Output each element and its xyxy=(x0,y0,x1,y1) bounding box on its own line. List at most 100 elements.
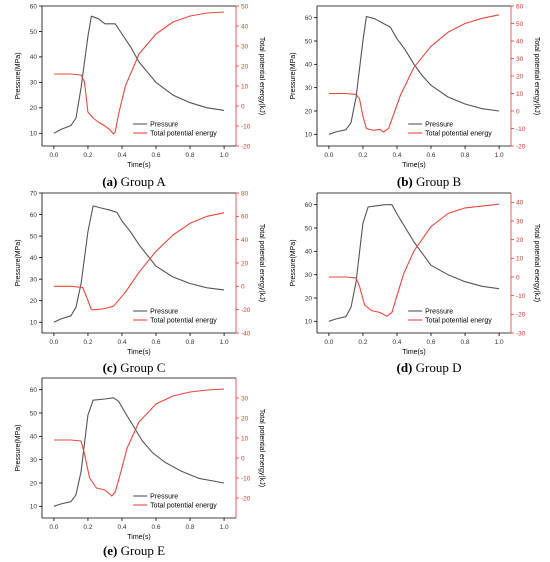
y2-tick-label: 30 xyxy=(241,43,249,50)
y-tick-label: 40 xyxy=(30,255,38,262)
y2-tick-label: 60 xyxy=(516,3,524,10)
y2-tick-label: 10 xyxy=(241,83,249,90)
chart-panel-d: 0.0 0.2 0.4 0.6 0.8 1.0 10 20 30 40 50 60 -30 -20 -10 0… xyxy=(290,192,540,356)
x-tick-label: 0.2 xyxy=(83,152,92,159)
y2-tick-label: 40 xyxy=(241,237,249,244)
y-tick-label: 20 xyxy=(305,108,313,115)
chart-panel-c: 0.0 0.2 0.4 0.6 0.8 1.0 10 20 30 40 50 60 70 -40 -20 0 2… xyxy=(15,190,265,356)
y-tick-label: 10 xyxy=(30,131,38,138)
y-tick-label: 30 xyxy=(30,276,38,283)
pressure-series-line xyxy=(53,397,225,507)
x-tick-label: 0.6 xyxy=(426,339,435,346)
legend-label: Pressure xyxy=(425,308,453,315)
y2-tick-label: -30 xyxy=(516,330,526,337)
y-tick-label: 50 xyxy=(305,225,313,232)
x-tick-label: 0.2 xyxy=(358,339,367,346)
y-tick-label: 30 xyxy=(30,457,38,464)
y2-tick-label: 50 xyxy=(516,21,524,28)
y2-tick-label: 0 xyxy=(516,108,520,115)
caption-label: Group D xyxy=(412,360,462,375)
chart-panel-e: 0.0 0.2 0.4 0.6 0.8 1.0 10 20 30 40 50 60 -20 -10 0 10 2… xyxy=(15,377,265,541)
y2-tick-label: 10 xyxy=(516,256,524,263)
y2-axis-title: Total potential energy(kJ) xyxy=(258,409,265,487)
x-axis-title: Time(s) xyxy=(402,162,425,169)
energy-series-line xyxy=(53,212,225,311)
x-tick-label: 0.8 xyxy=(461,152,470,159)
chart-panel-a: 0.0 0.2 0.4 0.6 0.8 1.0 10 20 30 40 50 60 -20 -10 0 10 2… xyxy=(15,3,265,169)
legend-label: Total potential energy xyxy=(150,502,217,509)
y2-tick-label: 30 xyxy=(241,395,249,402)
y2-tick-label: -20 xyxy=(516,143,526,150)
y2-tick-label: 20 xyxy=(516,73,524,80)
y2-tick-label: 50 xyxy=(241,3,249,10)
y2-tick-label: 60 xyxy=(241,214,249,221)
x-tick-label: 0.0 xyxy=(49,524,58,531)
y-tick-label: 30 xyxy=(305,85,313,92)
y-axis-title: Pressure(MPa) xyxy=(15,52,22,99)
x-tick-label: 0.0 xyxy=(324,152,333,159)
y-tick-label: 10 xyxy=(305,132,313,139)
y-tick-label: 20 xyxy=(30,480,38,487)
caption-letter: (a) xyxy=(102,174,118,189)
y-tick-label: 20 xyxy=(30,105,38,112)
legend-label: Pressure xyxy=(425,121,453,128)
caption-label: Group B xyxy=(412,174,462,189)
caption-label: Group A xyxy=(117,174,166,189)
y-tick-label: 60 xyxy=(30,212,38,219)
pressure-series-line xyxy=(53,205,225,323)
legend-label: Total potential energy xyxy=(425,317,492,324)
y2-tick-label: -10 xyxy=(241,475,251,482)
y-tick-label: 50 xyxy=(305,38,313,45)
caption-b: (b) Group B xyxy=(329,174,529,190)
y-tick-label: 50 xyxy=(30,410,38,417)
y-tick-label: 70 xyxy=(30,190,38,197)
x-tick-label: 0.4 xyxy=(392,152,401,159)
y-tick-label: 10 xyxy=(305,319,313,326)
energy-series-line xyxy=(328,14,500,133)
chart-panel-b: 0.0 0.2 0.4 0.6 0.8 1.0 10 20 30 40 50 60 -20 -10 0 10 2… xyxy=(290,3,540,169)
y2-axis-title: Total potential energy(kJ) xyxy=(533,37,540,115)
y-axis-title: Pressure(MPa) xyxy=(15,424,22,471)
caption-label: Group C xyxy=(117,360,166,375)
caption-d: (d) Group D xyxy=(329,360,529,376)
x-axis-title: Time(s) xyxy=(127,534,150,541)
caption-c: (c) Group C xyxy=(34,360,234,376)
y2-tick-label: -20 xyxy=(241,495,251,502)
pressure-series-line xyxy=(328,204,500,322)
x-tick-label: 0.2 xyxy=(358,152,367,159)
y-axis-title: Pressure(MPa) xyxy=(290,52,297,99)
x-tick-label: 1.0 xyxy=(220,339,229,346)
y-tick-label: 40 xyxy=(30,54,38,61)
pressure-series-line xyxy=(53,15,225,134)
y-tick-label: 50 xyxy=(30,233,38,240)
y2-tick-label: -10 xyxy=(241,123,251,130)
y-axis-title: Pressure(MPa) xyxy=(290,239,297,286)
x-tick-label: 0.4 xyxy=(392,339,401,346)
y-tick-label: 60 xyxy=(30,387,38,394)
legend-label: Pressure xyxy=(150,493,178,500)
y-tick-label: 30 xyxy=(30,80,38,87)
y2-tick-label: -20 xyxy=(516,312,526,319)
y2-tick-label: 0 xyxy=(241,455,245,462)
caption-label: Group E xyxy=(117,543,166,558)
y-tick-label: 60 xyxy=(305,202,313,209)
y2-tick-label: 40 xyxy=(516,200,524,207)
x-axis-title: Time(s) xyxy=(402,349,425,356)
y2-tick-label: -10 xyxy=(516,293,526,300)
y2-tick-label: 20 xyxy=(241,415,249,422)
x-tick-label: 0.0 xyxy=(324,339,333,346)
x-tick-label: 0.0 xyxy=(49,339,58,346)
y2-tick-label: 10 xyxy=(516,91,524,98)
x-tick-label: 1.0 xyxy=(495,152,504,159)
y2-tick-label: -10 xyxy=(516,126,526,133)
y2-tick-label: -40 xyxy=(241,330,251,337)
y2-tick-label: 20 xyxy=(241,63,249,70)
y2-tick-label: 20 xyxy=(516,237,524,244)
x-tick-label: 1.0 xyxy=(220,152,229,159)
x-tick-label: 0.8 xyxy=(461,339,470,346)
y2-tick-label: 0 xyxy=(241,284,245,291)
y2-axis-title: Total potential energy(kJ) xyxy=(258,37,265,115)
y-tick-label: 60 xyxy=(305,15,313,22)
x-tick-label: 0.2 xyxy=(83,524,92,531)
